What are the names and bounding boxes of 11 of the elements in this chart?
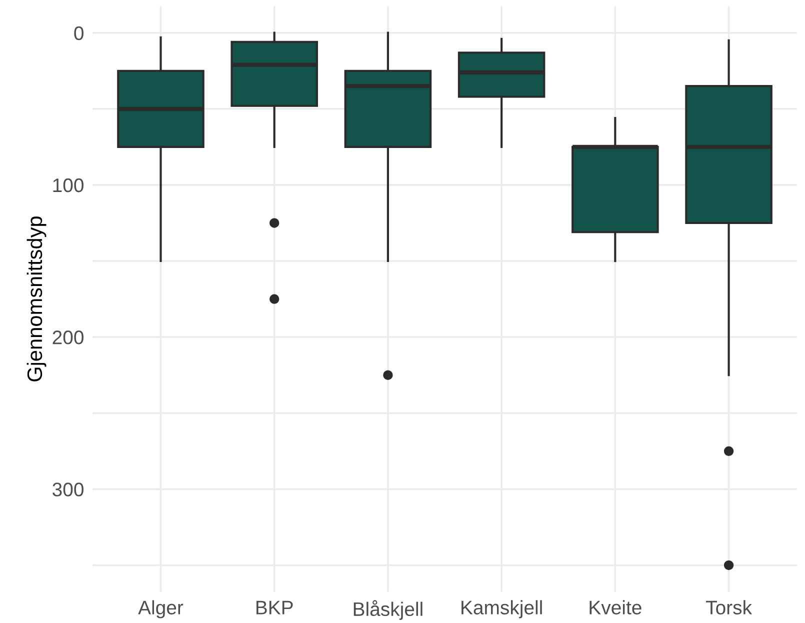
x-tick-label: Torsk — [706, 600, 752, 614]
x-tick-label: BKP — [256, 600, 293, 614]
x-tick-label: Kamskjell — [462, 600, 542, 618]
y-axis-title: Gjennomsnittsdyp — [26, 216, 46, 382]
x-tick-label: Blåskjell — [354, 600, 422, 620]
x-tick-label: Kveite — [590, 600, 642, 614]
y-tick-label: 0 — [74, 26, 84, 40]
y-tick-label: 300 — [52, 482, 84, 496]
x-tick-label: Alger — [138, 600, 184, 618]
y-tick-label: 200 — [52, 330, 84, 344]
y-tick-label: 100 — [53, 178, 84, 192]
